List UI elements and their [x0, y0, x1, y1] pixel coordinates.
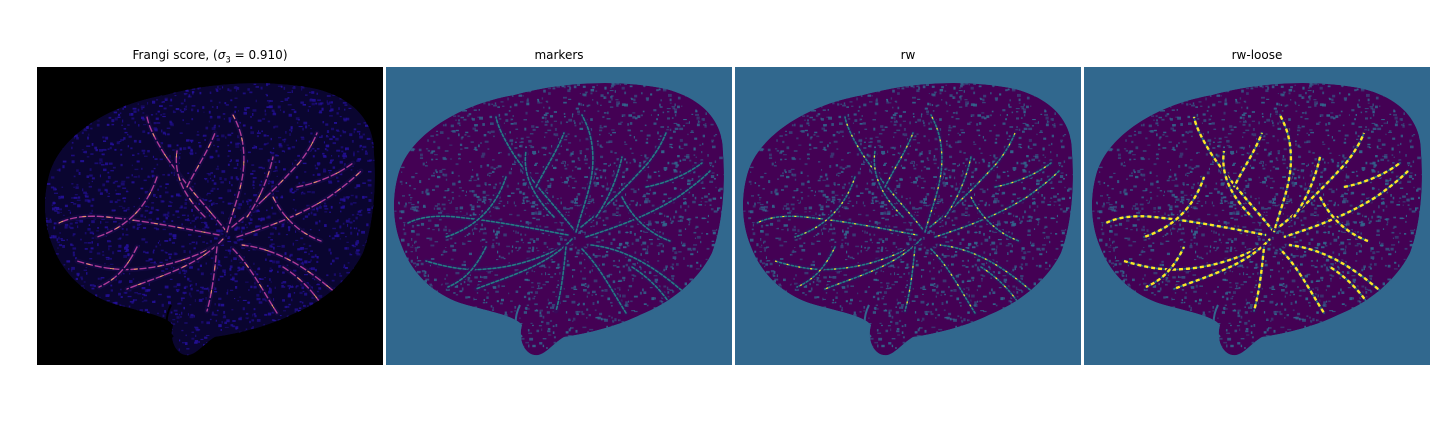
panel-title-rw: rw	[900, 48, 916, 62]
panel-title-frangi: Frangi score, (σ3 = 0.910)	[132, 48, 288, 66]
panel-title-rw-loose: rw-loose	[1231, 48, 1283, 62]
panel-title-markers: markers	[534, 48, 584, 62]
markers-image	[386, 67, 732, 365]
rw-image	[735, 67, 1081, 365]
rw-loose-image	[1084, 67, 1430, 365]
frangi-score-image	[37, 67, 383, 365]
